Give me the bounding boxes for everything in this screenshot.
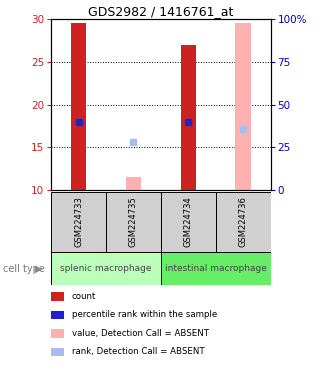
Text: GSM224733: GSM224733 <box>74 196 83 247</box>
Text: percentile rank within the sample: percentile rank within the sample <box>72 310 217 319</box>
Bar <box>161 252 271 285</box>
Text: GSM224736: GSM224736 <box>239 196 248 247</box>
Bar <box>106 192 161 252</box>
Text: value, Detection Call = ABSENT: value, Detection Call = ABSENT <box>72 329 209 338</box>
Text: splenic macrophage: splenic macrophage <box>60 264 152 273</box>
Bar <box>51 192 106 252</box>
Text: GSM224734: GSM224734 <box>184 196 193 247</box>
Text: ▶: ▶ <box>35 263 42 274</box>
Text: cell type: cell type <box>3 263 45 274</box>
Text: rank, Detection Call = ABSENT: rank, Detection Call = ABSENT <box>72 347 205 356</box>
Text: count: count <box>72 292 96 301</box>
Text: GSM224735: GSM224735 <box>129 196 138 247</box>
Bar <box>161 192 216 252</box>
Bar <box>51 252 161 285</box>
Text: intestinal macrophage: intestinal macrophage <box>165 264 267 273</box>
Bar <box>126 177 141 190</box>
Bar <box>71 23 86 190</box>
Bar <box>216 192 271 252</box>
Bar <box>181 45 196 190</box>
Title: GDS2982 / 1416761_at: GDS2982 / 1416761_at <box>88 5 234 18</box>
Bar <box>236 23 251 190</box>
